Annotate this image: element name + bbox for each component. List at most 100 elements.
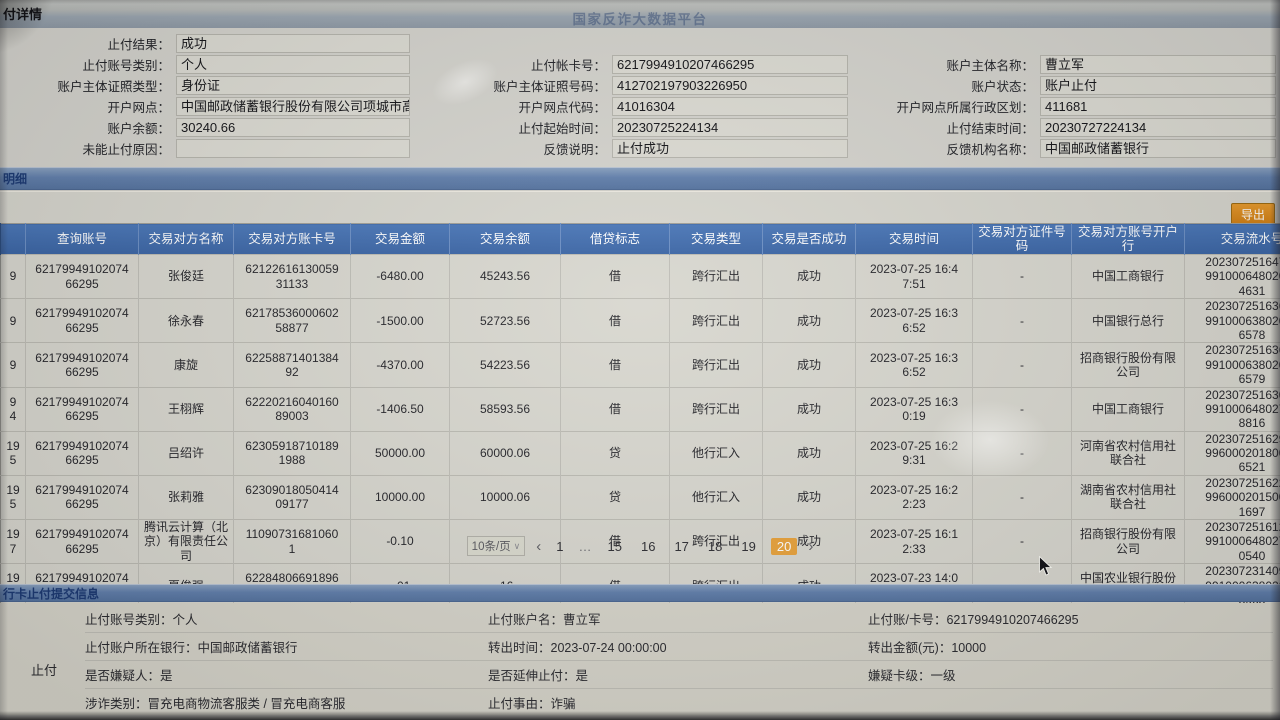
- table-cell: -1406.50: [350, 386, 450, 432]
- table-cell: -: [972, 342, 1072, 388]
- page-title: 付详情: [3, 7, 43, 22]
- field-value: 30240.66: [176, 118, 410, 137]
- details-column-right: 账户主体名称： 曹立军 账户状态： 账户止付 开户网点所属行政区划： 411681 止付结束…: [852, 54, 1276, 159]
- field-label: 止付结果：: [107, 38, 170, 52]
- detail-field: 反馈说明： 止付成功: [438, 138, 848, 159]
- table-cell: 19 5: [0, 474, 26, 520]
- submission-field: 转出时间：2023-07-24 00:00:00: [488, 641, 667, 655]
- table-cell: 45243.56: [449, 253, 561, 299]
- submission-group-label: 止付: [31, 663, 58, 678]
- table-cell: 借: [560, 342, 670, 388]
- table-cell: 50000.00: [350, 430, 450, 476]
- table-cell: 招商银行股份有限 公司: [1071, 342, 1185, 388]
- table-cell: 成功: [762, 474, 856, 520]
- field-label: 开户网点所属行政区划：: [896, 101, 1034, 115]
- submission-field: 止付账号类别：个人: [85, 613, 198, 627]
- submission-row: 止付账号类别：个人 止付账户名：曹立军 止付账/卡号：621799491020746…: [85, 605, 1273, 633]
- table-cell: 借: [560, 386, 670, 432]
- page-button[interactable]: 15: [607, 538, 622, 554]
- table-cell: -6480.00: [350, 253, 450, 299]
- page-button[interactable]: 19: [741, 538, 756, 554]
- table-cell: 54223.56: [449, 342, 561, 388]
- detail-field: 开户网点代码： 41016304: [438, 96, 848, 117]
- detail-field: 止付结果： 成功: [0, 33, 410, 54]
- table-cell: 他行汇入: [669, 430, 763, 476]
- detail-field: 止付结束时间： 20230727224134: [852, 117, 1276, 138]
- field-value: 曹立军: [1040, 55, 1276, 74]
- table-cell: 康旋: [138, 342, 234, 388]
- page-button[interactable]: 1: [556, 538, 564, 554]
- table-cell: 62179949102074 66295: [25, 342, 139, 388]
- table-cell: 62305918710189 1988: [233, 430, 351, 476]
- field-value: 41016304: [612, 97, 848, 116]
- field-value: 止付成功: [612, 139, 848, 158]
- field-label: 账户主体证照类型：: [57, 80, 170, 94]
- page-button[interactable]: 18: [707, 538, 723, 554]
- details-column-middle: 止付帐卡号： 6217994910207466295 账户主体证照号码： 412702…: [438, 54, 848, 159]
- field-label: 未能止付原因：: [82, 143, 170, 157]
- column-header: 交易对方账号开户行: [1071, 223, 1185, 255]
- column-header: 交易流水号: [1184, 223, 1280, 255]
- submission-field: 涉诈类别：冒充电商物流客服类 / 冒充电商客服: [85, 697, 346, 711]
- field-label: 止付结束时间：: [946, 122, 1034, 136]
- submission-row: 止付账户所在银行：中国邮政储蓄银行 转出时间：2023-07-24 00:00:0…: [85, 633, 1273, 661]
- table-cell: 张俊廷: [138, 253, 234, 299]
- field-label: 账户余额：: [107, 122, 170, 136]
- submission-field: 是否嫌疑人：是: [85, 669, 173, 683]
- detail-field: 未能止付原因：: [0, 138, 410, 159]
- table-cell: 张莉雅: [138, 474, 234, 520]
- detail-field: 账户主体证照号码： 412702197903226950: [438, 75, 848, 96]
- platform-watermark: 国家反诈大数据平台: [572, 12, 708, 27]
- submission-field: 转出金额(元)：10000: [868, 641, 987, 655]
- table-row: 9 4 62179949102074 66295 王栩辉 62220216040160…: [0, 386, 1280, 432]
- detail-field: 开户网点： 中国邮政储蓄银行股份有限公司项城市高寺...: [0, 96, 410, 117]
- table-cell: 62178536000602 58877: [233, 298, 351, 343]
- field-value: 身份证: [176, 76, 410, 95]
- table-cell: 10000.00: [350, 474, 450, 520]
- section-header-transactions: 明细: [0, 167, 1280, 190]
- table-cell: 湖南省农村信用社 联合社: [1071, 474, 1185, 520]
- table-cell: 河南省农村信用社 联合社: [1071, 430, 1185, 476]
- table-cell: 成功: [762, 342, 856, 388]
- field-value: 账户止付: [1040, 76, 1276, 95]
- field-value: 20230727224134: [1040, 118, 1276, 137]
- table-cell: 跨行汇出: [669, 253, 763, 299]
- submission-field: 止付账/卡号：6217994910207466295: [868, 613, 1079, 627]
- field-label: 止付账号类别：: [82, 59, 170, 73]
- submission-field: 止付账户名：曹立军: [488, 613, 601, 627]
- field-value: 中国邮政储蓄银行: [1040, 139, 1276, 158]
- page-button[interactable]: 16: [640, 538, 656, 554]
- table-cell: 62179949102074 66295: [25, 298, 139, 343]
- table-row: 19 5 62179949102074 66295 吕绍许 6230591871018…: [0, 430, 1280, 476]
- table-cell: 20230725163651 99100063802000 6579: [1184, 342, 1280, 388]
- submission-field: 是否延伸止付：是: [488, 669, 589, 683]
- table-cell: 52723.56: [449, 298, 561, 343]
- submission-row: 是否嫌疑人：是 是否延伸止付：是 嫌疑卡级：一级: [85, 661, 1273, 689]
- table-cell: 2023-07-25 16:3 0:19: [855, 386, 973, 432]
- page-button[interactable]: 17: [674, 538, 689, 554]
- table-cell: -1500.00: [350, 298, 450, 343]
- field-label: 账户主体证照号码：: [493, 80, 606, 94]
- field-value: 411681: [1040, 97, 1276, 116]
- field-label: 反馈机构名称：: [946, 143, 1034, 157]
- field-value: 个人: [176, 55, 410, 74]
- table-row: 9 62179949102074 66295 张俊廷 62122616130059 3…: [0, 253, 1280, 299]
- table-cell: 跨行汇出: [669, 386, 763, 432]
- field-label: 止付起始时间：: [518, 122, 606, 136]
- table-cell: 20230725163651 99100063802000 6578: [1184, 298, 1280, 343]
- detail-field: 止付账号类别： 个人: [0, 54, 410, 75]
- prev-page-icon[interactable]: ‹: [536, 537, 542, 555]
- page-size-select[interactable]: 10条/页 ∨: [466, 536, 526, 556]
- page-button[interactable]: 20: [770, 537, 798, 555]
- table-cell: 62220216040160 89003: [233, 386, 351, 432]
- submission-field: 止付事由：诈骗: [488, 697, 576, 711]
- table-cell: 20230725164750 99100064802000 4631: [1184, 253, 1280, 299]
- table-row: 9 62179949102074 66295 康旋 62258871401384 92…: [0, 342, 1280, 388]
- top-bar: 付详情 国家反诈大数据平台: [0, 0, 1280, 29]
- column-header: 查询账号: [25, 223, 139, 255]
- table-cell: 9: [0, 298, 26, 343]
- next-page-icon[interactable]: ›: [808, 537, 814, 555]
- submission-row: 涉诈类别：冒充电商物流客服类 / 冒充电商客服 止付事由：诈骗: [85, 689, 1273, 716]
- table-cell: 2023-07-25 16:3 6:52: [855, 342, 973, 388]
- table-cell: 58593.56: [449, 386, 561, 432]
